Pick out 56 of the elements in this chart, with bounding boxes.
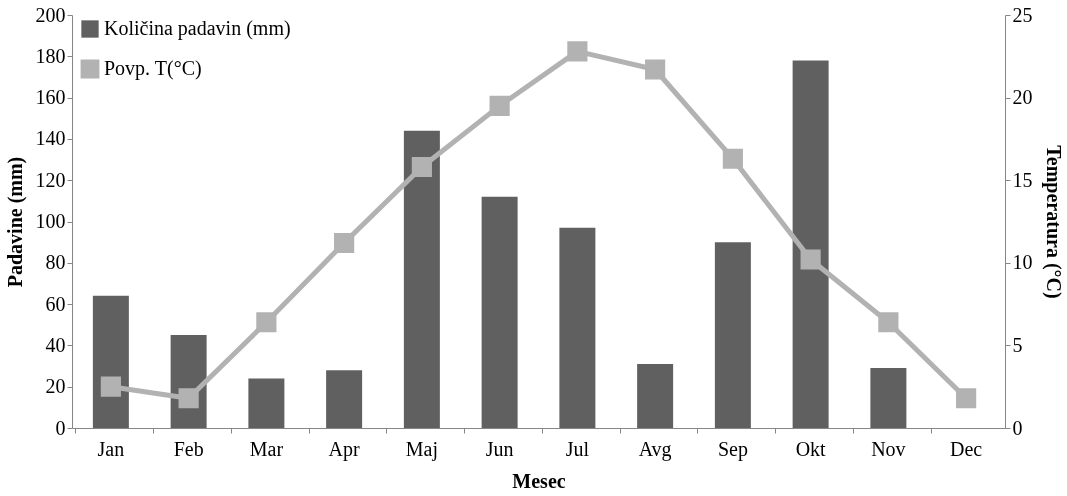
y2-tick-label: 10 [1012,251,1033,274]
y2-tick-label: 25 [1012,3,1033,26]
x-tick-label: Jul [565,437,590,460]
point [800,249,821,270]
x-tick-label: Okt [795,437,827,460]
point [411,156,432,178]
y-tick-label: 120 [35,168,66,191]
point [100,376,121,397]
point [178,388,199,409]
x-tick-label: Mar [249,437,284,460]
y2-tick-label: 20 [1012,86,1033,109]
bar [792,60,829,428]
y2-tick-label: 15 [1012,168,1033,191]
x-tick-label: Sep [717,437,748,461]
bar [326,370,363,428]
y2-tick-label: 0 [1012,416,1023,439]
point [645,59,666,80]
x-tick-label: Dec [950,437,983,460]
y-tick-label: 100 [35,210,66,232]
bar [870,368,907,428]
y-tick-label: 180 [35,44,66,67]
bar [559,227,596,428]
y2-tick-label: 5 [1012,333,1023,356]
x-tick-label: Feb [173,437,204,460]
point [722,148,743,169]
x-tick-label: Nov [871,437,906,460]
bar [637,363,674,428]
bar [403,130,440,428]
y-tick-label: 80 [45,251,66,274]
y-tick-label: 60 [45,292,66,315]
point [567,41,588,62]
bar [248,378,285,428]
y-tick-label: 140 [35,127,66,150]
y-tick-label: 200 [35,3,66,26]
legend-label: Povp. T(°C) [104,57,202,80]
y-tick-label: 40 [45,333,66,356]
y-tick-label: 0 [55,416,66,439]
x-axis-title: Mesec [512,469,566,492]
x-tick-label: Apr [328,437,361,461]
point [334,232,355,254]
point [489,95,510,116]
y-tick-label: 20 [45,375,66,398]
x-tick-label: Maj [405,437,438,461]
point [256,312,277,333]
point [878,312,899,333]
bar [481,196,518,428]
x-tick-label: Avg [638,437,672,461]
y-axis-title: Padavine (mm) [3,156,27,288]
y-tick-label: 160 [35,86,66,109]
y2-axis-title: Temperatura (°C) [1041,145,1065,299]
bar [92,295,129,428]
x-tick-label: Jan [97,437,125,460]
x-tick-label: Jun [485,437,514,460]
bar [714,242,751,428]
point [956,388,977,409]
legend-label: Količina padavin (mm) [104,17,291,40]
